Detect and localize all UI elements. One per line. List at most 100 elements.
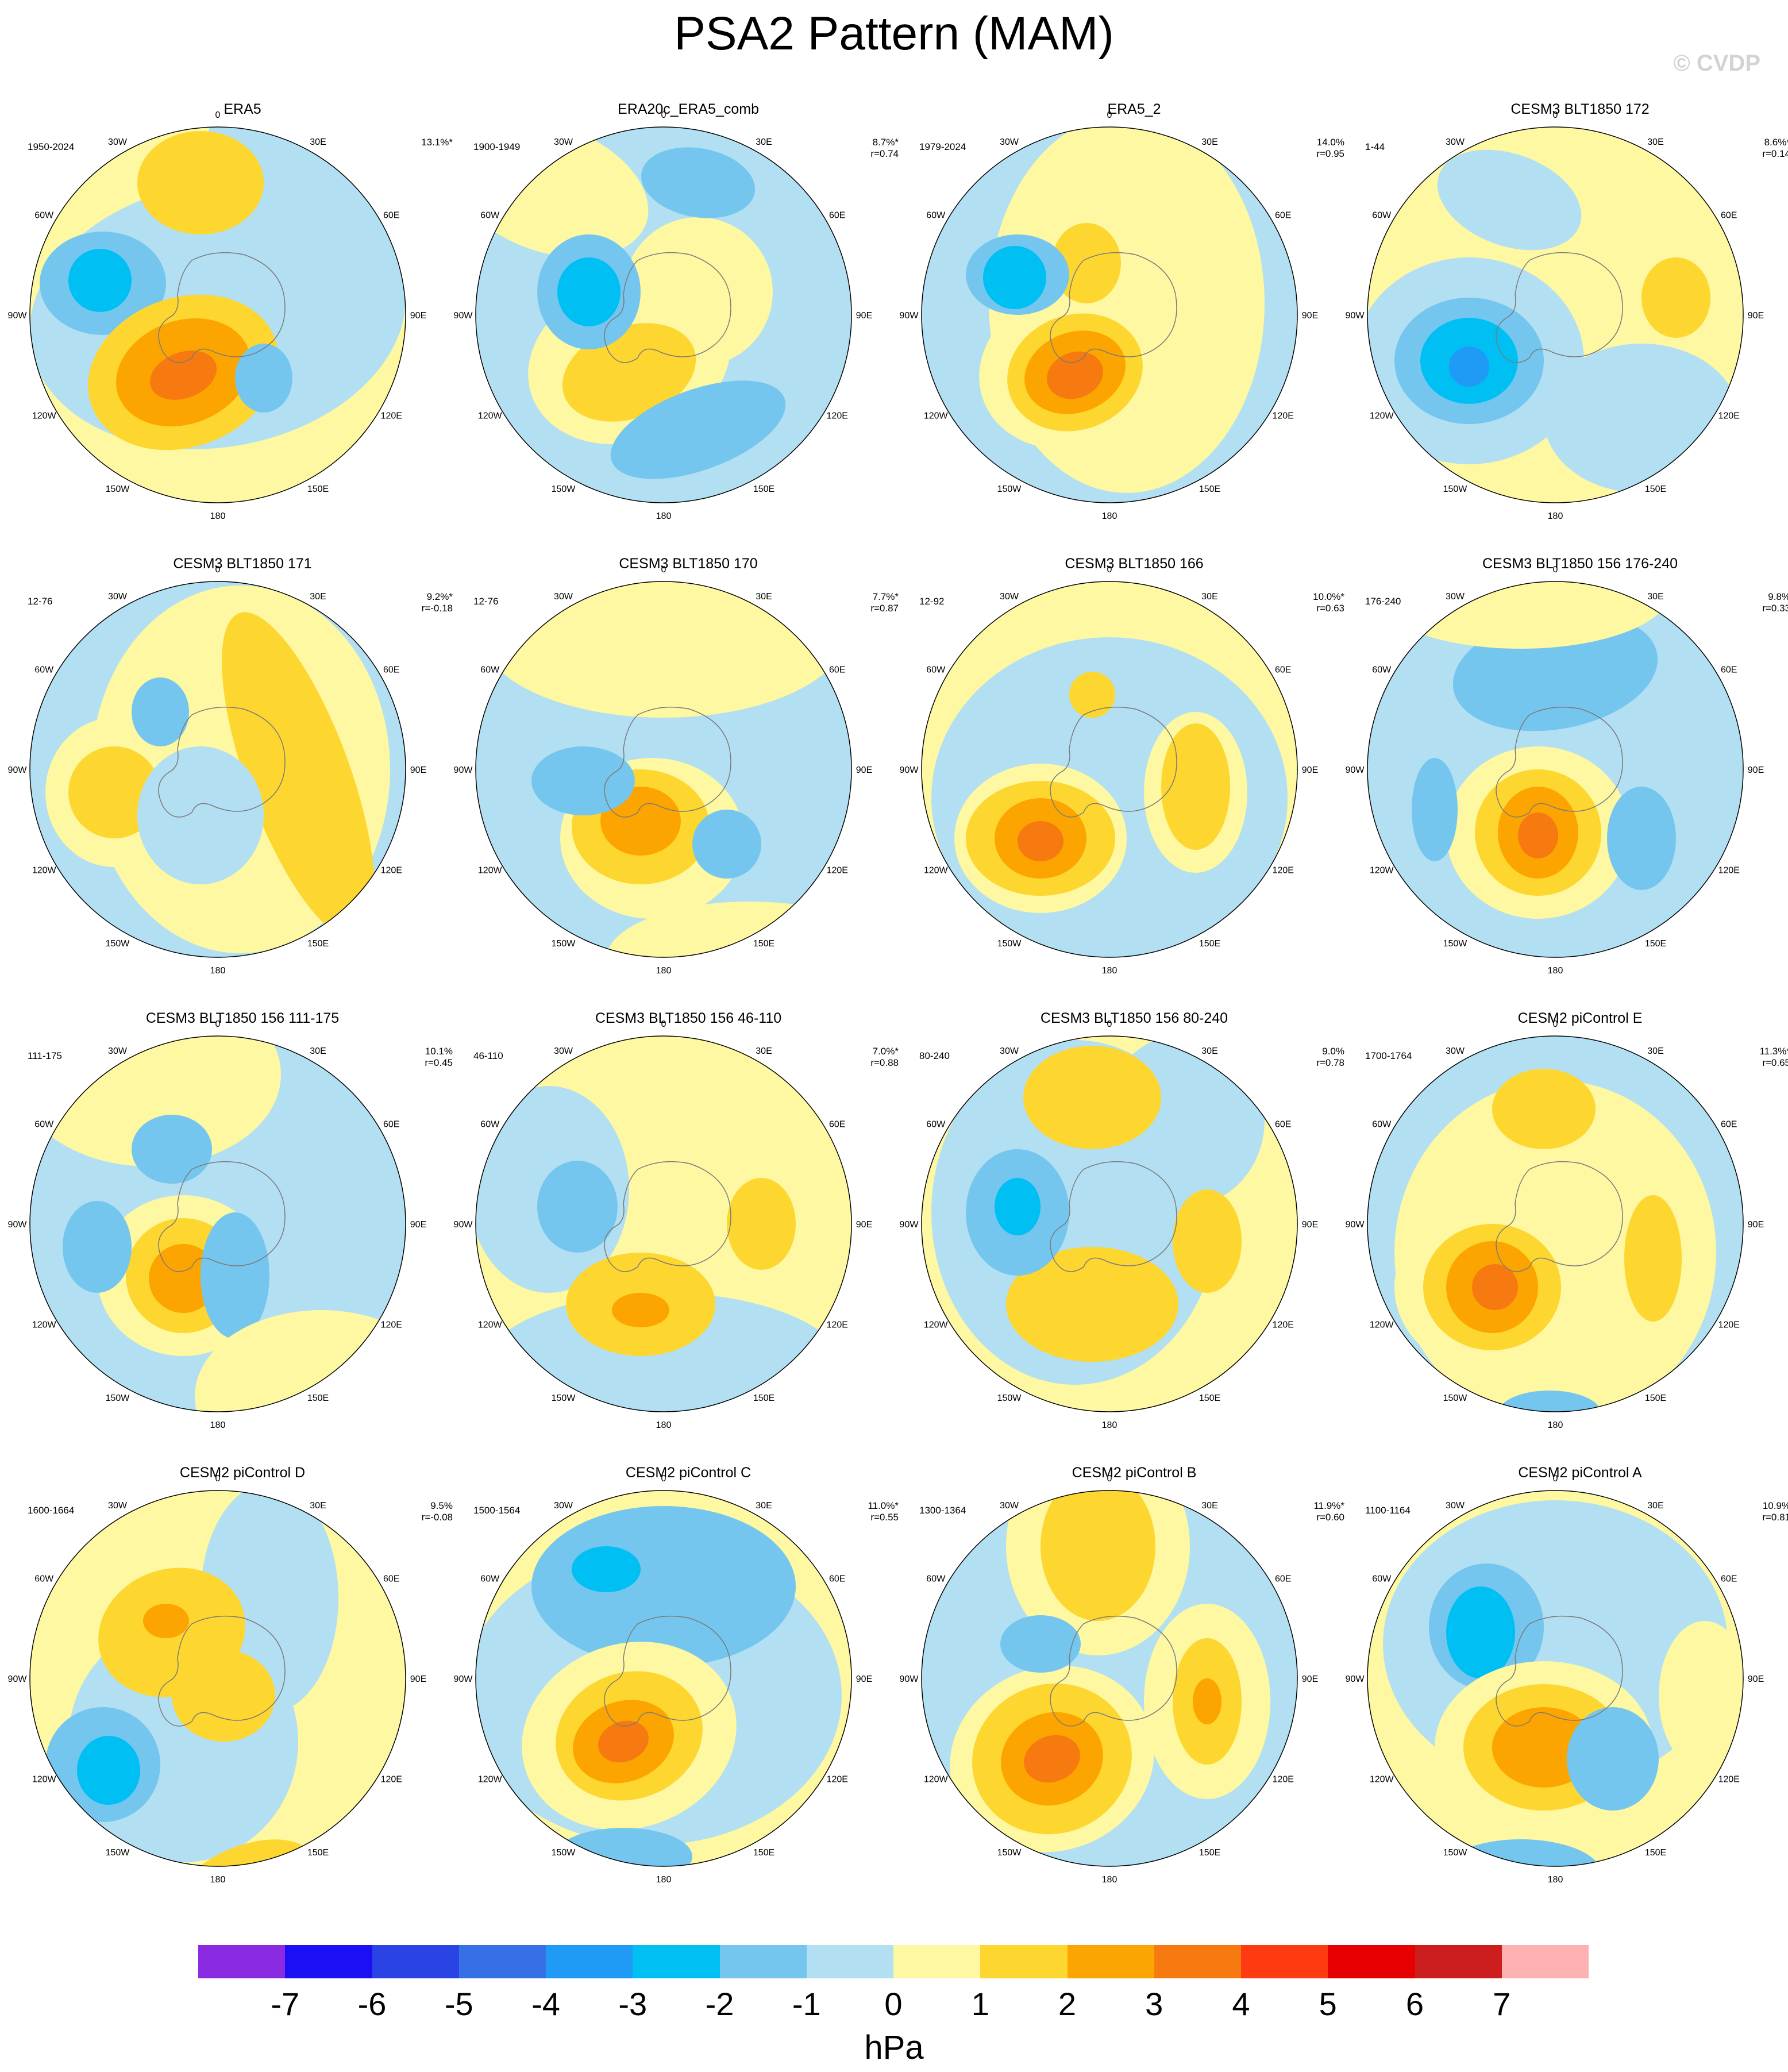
anomaly-contour	[1624, 1195, 1682, 1322]
longitude-label: 120E	[1718, 1775, 1740, 1785]
colorbar-swatch	[1501, 1945, 1589, 1978]
longitude-label: 120W	[1370, 411, 1394, 421]
longitude-label: 120W	[924, 411, 949, 421]
anomaly-contour	[480, 1293, 847, 1412]
colorbar-units-label: hPa	[864, 2029, 924, 2066]
anomaly-contour	[531, 1506, 796, 1667]
colorbar-swatch	[1328, 1945, 1415, 1978]
explained-variance: 9.5%	[430, 1500, 453, 1511]
longitude-label: 120E	[1273, 1775, 1294, 1785]
longitude-label: 150E	[753, 1848, 774, 1858]
panel-title: CESM2 piControl D	[179, 1465, 306, 1481]
pattern-correlation: r=0.88	[870, 1057, 899, 1068]
colorbar-tick-label: -1	[792, 1986, 821, 2022]
anomaly-contour	[201, 127, 406, 338]
map-panel: ERA5 1950-2024 13.1%* 0 30E 60E 90E 120E 150E 180…	[8, 101, 461, 561]
anomaly-contour	[557, 257, 621, 326]
polar-map: 0 30E 60E 90E 120E 150E 180 150W 120W 90W 60W 30W	[8, 1474, 427, 1885]
anomaly-contour	[132, 677, 189, 746]
antarctica-coastline	[158, 252, 286, 363]
panel-title: CESM3 BLT1850 171	[173, 556, 312, 572]
map-boundary-circle	[921, 581, 1298, 958]
longitude-label: 180	[1548, 966, 1563, 976]
anomaly-contour	[1161, 723, 1230, 850]
longitude-label: 120E	[1273, 1320, 1294, 1330]
longitude-label: 90W	[8, 311, 28, 321]
explained-variance: 7.7%*	[872, 591, 899, 602]
panel-years: 1979-2024	[919, 141, 966, 152]
longitude-label: 60W	[926, 665, 946, 675]
longitude-label: 120E	[827, 1775, 848, 1785]
anomaly-contour	[612, 1293, 669, 1327]
panel-stats: 7.7%* r=0.87	[870, 591, 899, 614]
anomaly-contour	[1023, 1046, 1161, 1149]
map-panel: ERA5_2 1979-2024 14.0% r=0.95 0 30E 60E 90E 120E…	[900, 101, 1352, 561]
panel-years: 1900-1949	[473, 141, 521, 152]
anomaly-contour	[610, 380, 786, 479]
colorbar-swatch	[893, 1945, 981, 1978]
longitude-label: 0	[215, 1474, 221, 1484]
longitude-label: 150W	[106, 939, 130, 949]
map-panel: CESM3 BLT1850 156 80-240 80-240 9.0% r=0.78…	[900, 1010, 1352, 1470]
longitude-label: 30E	[756, 1046, 772, 1056]
longitude-label: 30W	[554, 1501, 573, 1511]
longitude-label: 150E	[307, 1848, 329, 1858]
explained-variance: 8.6%*	[1764, 137, 1788, 148]
longitude-label: 150E	[753, 939, 774, 949]
panel-title: CESM2 piControl B	[1072, 1465, 1197, 1481]
longitude-label: 30E	[1647, 137, 1663, 147]
longitude-label: 0	[1553, 565, 1558, 575]
colorbar-tick-label: 4	[1232, 1986, 1250, 2022]
antarctica-coastline	[158, 706, 286, 818]
longitude-label: 150E	[753, 1393, 774, 1403]
longitude-label: 30W	[1000, 1501, 1019, 1511]
map-boundary-circle	[921, 1035, 1298, 1412]
longitude-label: 90W	[454, 1674, 473, 1684]
colorbar-swatch	[719, 1945, 807, 1978]
polar-map: 0 30E 60E 90E 120E 150E 180 150W 120W 90W 60W 30W	[900, 1474, 1319, 1885]
longitude-label: 60W	[480, 211, 500, 221]
map-boundary-circle	[29, 126, 406, 503]
longitude-label: 150W	[106, 484, 130, 494]
map-panel: CESM3 BLT1850 166 12-92 10.0%* r=0.63 0 30E 60…	[900, 556, 1352, 1015]
longitude-label: 150E	[1645, 484, 1666, 494]
longitude-label: 120E	[827, 866, 848, 876]
anomaly-contour	[537, 1161, 618, 1253]
longitude-label: 150W	[1443, 484, 1468, 494]
panel-years: 1100-1164	[1365, 1505, 1411, 1516]
longitude-label: 60E	[383, 1120, 399, 1130]
map-panel: CESM2 piControl B 1300-1364 11.9%* r=0.60 0 3…	[900, 1465, 1352, 1924]
antarctica-coastline	[604, 706, 731, 818]
map-panel: CESM2 piControl C 1500-1564 11.0%* r=0.55 0 3…	[454, 1465, 907, 1924]
colorbar-tick-label: 5	[1319, 1986, 1337, 2022]
longitude-label: 90W	[900, 1674, 919, 1684]
panel-title: CESM3 BLT1850 156 111-175	[145, 1010, 340, 1026]
anomaly-contour	[1518, 812, 1558, 858]
longitude-label: 120E	[381, 1775, 402, 1785]
map-boundary-circle	[475, 581, 852, 958]
longitude-label: 30W	[1446, 137, 1465, 147]
longitude-label: 0	[1107, 1019, 1112, 1029]
explained-variance: 13.1%*	[421, 137, 453, 148]
longitude-label: 90W	[1346, 765, 1365, 775]
pattern-correlation: r=0.95	[1316, 148, 1344, 159]
polar-map: 0 30E 60E 90E 120E 150E 180 150W 120W 90W 60W 30W	[454, 110, 873, 521]
pattern-correlation: r=0.87	[870, 603, 899, 614]
colorbar-swatch	[1415, 1945, 1502, 1978]
longitude-label: 90W	[900, 311, 919, 321]
longitude-label: 30E	[310, 137, 326, 147]
anomaly-contour	[132, 1115, 212, 1184]
panel-stats: 11.9%* r=0.60	[1313, 1500, 1344, 1523]
cvdp-watermark: © CVDP	[1673, 51, 1760, 76]
pattern-correlation: r=0.60	[1316, 1512, 1344, 1523]
pattern-correlation: r=0.14	[1762, 148, 1788, 159]
anomaly-contour	[77, 1736, 140, 1805]
longitude-label: 150W	[997, 1393, 1022, 1403]
longitude-label: 120W	[478, 411, 503, 421]
longitude-label: 120E	[827, 411, 848, 421]
longitude-label: 120E	[381, 1320, 402, 1330]
anomaly-contour	[727, 1178, 796, 1270]
panel-title: CESM2 piControl A	[1518, 1465, 1642, 1481]
longitude-label: 120W	[478, 1320, 503, 1330]
longitude-label: 60E	[1275, 1120, 1291, 1130]
